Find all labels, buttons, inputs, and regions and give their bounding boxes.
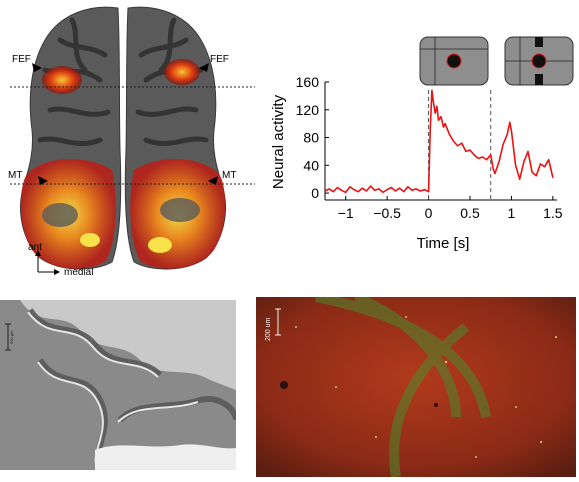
y-tick-label: 120 <box>296 102 320 118</box>
sulci <box>37 17 209 146</box>
fef-right-label: FEF <box>210 54 229 65</box>
fef-left-label: FEF <box>12 54 31 65</box>
y-tick-label: 160 <box>296 74 320 90</box>
neural-activity-plot-panel: 0 40 80 120 160 −1 −0.5 0 0.5 1 1.5 Neural activit… <box>265 0 579 285</box>
fef-left-arrow-icon <box>32 63 42 72</box>
brain-surface-panel: FEF FEF MT MT ant medial <box>0 0 265 285</box>
fef-left-activation <box>42 66 82 94</box>
fef-right-arrow-icon <box>199 63 209 72</box>
axis-medial-label: medial <box>64 267 93 278</box>
x-tick-label: 0 <box>425 205 433 221</box>
neural-activity-series-line <box>324 89 554 194</box>
fluorescence-image: 200 um <box>256 292 576 478</box>
neural-activity-chart: 0 40 80 120 160 −1 −0.5 0 0.5 1 1.5 Neural activit… <box>270 36 574 252</box>
y-tick-label: 40 <box>303 157 319 173</box>
axis-ant-label: ant <box>28 242 42 253</box>
brain-surface-figure: FEF FEF MT MT ant medial <box>8 6 255 278</box>
histology-section-panel: 500 µm <box>0 300 239 472</box>
x-tick-label: 1.5 <box>543 205 563 221</box>
fef-right-activation <box>164 59 200 85</box>
histology-image: 500 µm <box>0 300 239 472</box>
chart-plot-area: 0 40 80 120 160 −1 −0.5 0 0.5 1 1.5 <box>296 74 563 221</box>
x-axis-label: Time [s] <box>417 235 470 252</box>
mt-left-label: MT <box>8 170 22 181</box>
occipital-activation <box>20 159 226 269</box>
mt-right-label: MT <box>222 170 236 181</box>
x-tick-label: −0.5 <box>373 205 401 221</box>
mt-right-arrow-icon <box>208 176 218 185</box>
green-fiber-bands <box>315 292 491 478</box>
fluorescence-scale-label: 200 um <box>265 317 272 341</box>
mt-left-arrow-icon <box>38 176 48 185</box>
x-tick-label: −1 <box>338 205 354 221</box>
y-tick-label: 0 <box>311 185 319 201</box>
fixation-with-bars-icon <box>504 36 574 86</box>
histology-scale-label: 500 µm <box>9 330 14 344</box>
x-tick-label: 0.5 <box>460 205 480 221</box>
fluorescence-image-panel: 200 um <box>256 292 576 478</box>
y-axis-label: Neural activity <box>270 94 287 189</box>
y-tick-label: 80 <box>303 130 319 146</box>
fixation-target-icon <box>419 36 489 86</box>
x-tick-label: 1 <box>508 205 516 221</box>
orientation-axes <box>35 250 60 275</box>
